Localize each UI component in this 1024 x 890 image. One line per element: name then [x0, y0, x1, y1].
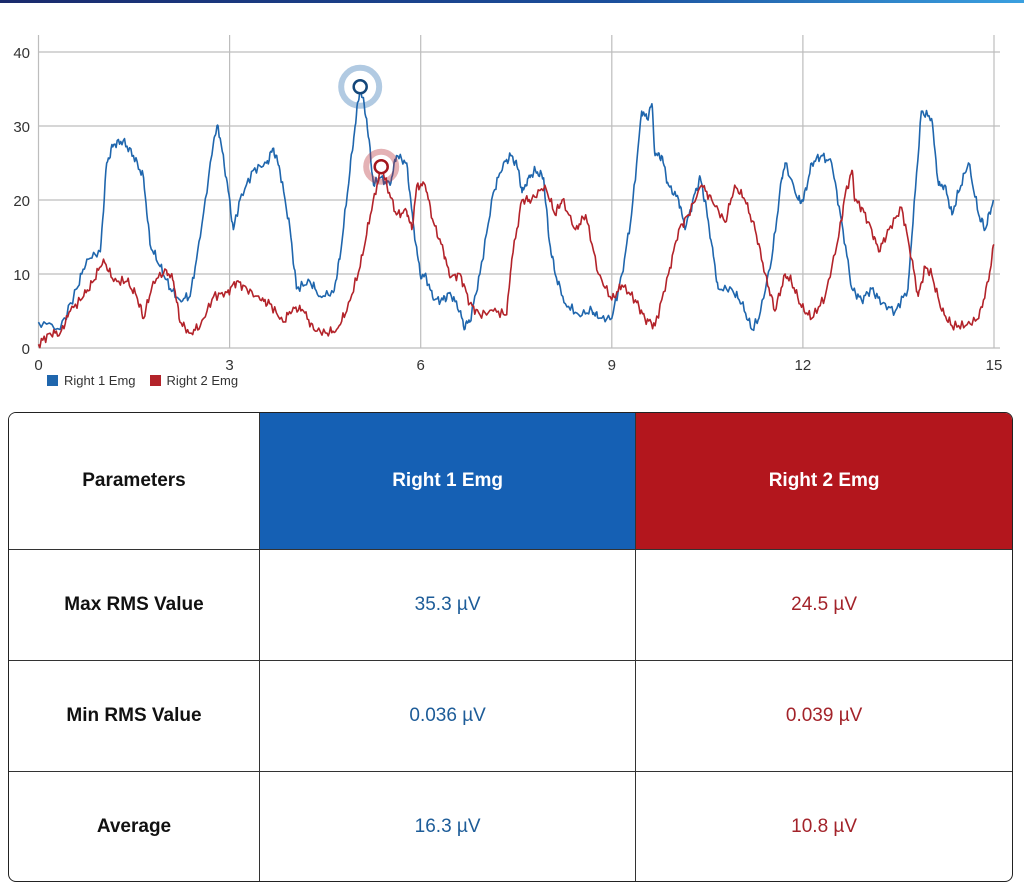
right2-value: 10.8 µV [635, 771, 1012, 881]
y-tick-label: 30 [13, 119, 30, 136]
x-tick-label: 0 [34, 357, 42, 374]
rms-parameters-table: Parameters Right 1 Emg Right 2 Emg Max R… [8, 412, 1013, 882]
series-line-2 [37, 165, 995, 349]
peak-halo-1 [338, 64, 383, 109]
table-row: Min RMS Value 0.036 µV 0.039 µV [9, 660, 1012, 773]
right2-value: 0.039 µV [635, 660, 1012, 773]
legend-swatch-blue [47, 375, 58, 386]
emg-line-chart: 0 10 20 30 40 0 3 6 9 12 15 [13, 35, 1002, 374]
header-parameters: Parameters [9, 413, 260, 550]
legend: Right 1 Emg Right 2 Emg [47, 373, 238, 388]
grid [37, 35, 1000, 349]
row-label: Average [9, 771, 260, 881]
x-tick-label: 15 [986, 357, 1003, 374]
peak-marker-2 [373, 158, 389, 175]
series-lines [37, 86, 995, 349]
right1-value: 0.036 µV [258, 660, 637, 773]
peak-markers [338, 64, 400, 185]
row-label: Max RMS Value [9, 548, 260, 662]
row-label: Min RMS Value [9, 660, 260, 773]
legend-label: Right 2 Emg [166, 373, 239, 388]
header-right1-emg: Right 1 Emg [258, 413, 637, 550]
right1-value: 35.3 µV [258, 548, 637, 662]
y-tick-label: 0 [22, 341, 30, 358]
table-row: Max RMS Value 35.3 µV 24.5 µV [9, 548, 1012, 662]
legend-item-right1[interactable]: Right 1 Emg [47, 373, 136, 388]
x-tick-label: 9 [608, 357, 616, 374]
y-tick-label: 20 [13, 193, 30, 210]
top-accent-bar [0, 0, 1024, 3]
series-line-1 [37, 86, 995, 332]
table-header-row: Parameters Right 1 Emg Right 2 Emg [9, 413, 1012, 550]
peak-marker-1 [352, 79, 368, 95]
peak-halo-2 [363, 148, 400, 185]
y-tick-label: 40 [13, 45, 30, 62]
table-row: Average 16.3 µV 10.8 µV [9, 771, 1012, 881]
x-tick-label: 12 [795, 357, 812, 374]
legend-swatch-red [149, 375, 161, 386]
legend-item-right2[interactable]: Right 2 Emg [149, 373, 239, 388]
x-tick-label: 3 [225, 357, 233, 374]
y-tick-label: 10 [13, 267, 30, 284]
x-tick-label: 6 [417, 357, 425, 374]
header-right2-emg: Right 2 Emg [635, 413, 1012, 550]
right1-value: 16.3 µV [258, 771, 637, 881]
right2-value: 24.5 µV [635, 548, 1012, 662]
tick-labels: 0 10 20 30 40 0 3 6 9 12 15 [13, 45, 1002, 374]
legend-label: Right 1 Emg [64, 373, 136, 388]
